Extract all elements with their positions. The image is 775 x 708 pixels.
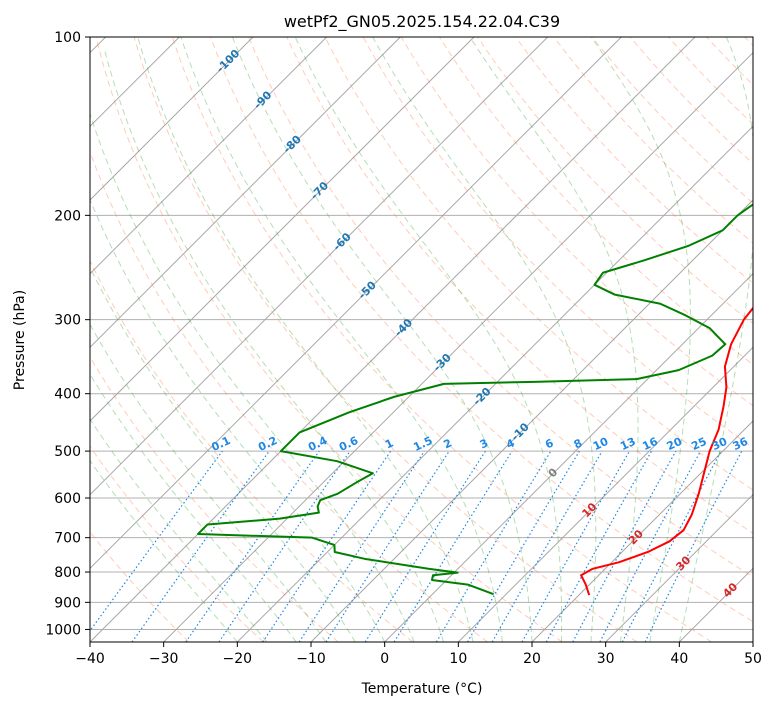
isotherm-line xyxy=(90,37,401,349)
mixing-ratio-label: 10 xyxy=(591,435,611,453)
x-axis-title: Temperature (°C) xyxy=(361,681,483,697)
mixing-ratio-line xyxy=(364,450,486,642)
y-tick-label: 600 xyxy=(54,491,81,507)
y-axis-title: Pressure (hPa) xyxy=(12,290,28,390)
isotherm-line xyxy=(90,37,696,642)
x-tick-label: 40 xyxy=(670,651,688,667)
isotherm-line xyxy=(384,272,753,642)
y-tick-label: 300 xyxy=(54,313,81,329)
dry-adiabat xyxy=(95,37,563,642)
isotherm-line xyxy=(90,37,328,275)
dewpoint-profile xyxy=(197,203,753,596)
dry-adiabat xyxy=(400,37,753,407)
y-tick-label: 500 xyxy=(54,444,81,460)
mixing-ratio-line xyxy=(466,450,580,642)
dry-adiabat xyxy=(477,37,753,325)
moist-adiabat xyxy=(372,37,597,642)
mixing-ratio-label: 25 xyxy=(689,435,708,453)
x-tick-label: −30 xyxy=(149,651,179,667)
x-tick-label: −20 xyxy=(223,651,253,667)
moist-adiabat xyxy=(180,37,504,642)
dry-adiabat xyxy=(629,37,753,165)
dry-adiabat xyxy=(210,37,753,623)
dry-adiabat xyxy=(90,445,264,642)
x-tick-label: 30 xyxy=(597,651,615,667)
mixing-ratio-label: 30 xyxy=(710,435,730,453)
dry-adiabat xyxy=(362,37,753,449)
x-tick-label: −40 xyxy=(75,651,105,667)
mixing-ratio-layer xyxy=(90,450,743,642)
y-tick-label: 700 xyxy=(54,531,81,547)
mixing-ratio-line xyxy=(393,450,513,642)
dry-adiabat xyxy=(515,37,753,284)
moist-adiabat xyxy=(90,373,297,642)
moist-adiabat xyxy=(590,37,691,642)
moist-adiabat xyxy=(294,37,563,642)
y-tick-label: 1000 xyxy=(45,622,81,638)
mixing-ratio-line xyxy=(572,450,677,642)
mixing-ratio-line xyxy=(491,450,603,642)
isotherm-line xyxy=(90,37,254,201)
moist-adiabat xyxy=(678,37,753,642)
x-tick-label: 50 xyxy=(744,651,762,667)
axis-layer: −40 −30 −20 −10 0 10 20 30 40 50 1000 900 800 700 600 5… xyxy=(45,30,762,667)
mixing-ratio-label: 36 xyxy=(731,435,751,453)
moist-adiabat xyxy=(469,37,639,642)
dry-adiabat xyxy=(324,37,753,491)
moist-adiabat xyxy=(90,198,386,642)
dry-adiabat xyxy=(591,37,753,204)
dry-adiabat xyxy=(171,37,712,642)
moist-adiabat xyxy=(103,49,445,642)
isotherm-line xyxy=(457,346,753,642)
mixing-ratio-line xyxy=(185,450,320,642)
moist-adiabat xyxy=(90,266,356,642)
moist-adiabat xyxy=(90,459,238,642)
y-tick-label: 900 xyxy=(54,595,81,611)
y-tick-label: 200 xyxy=(54,208,81,224)
grid-layer xyxy=(90,37,753,642)
plot-frame xyxy=(89,36,754,643)
moist-adiabat xyxy=(90,418,268,642)
mixing-ratio-line xyxy=(325,450,450,642)
mixing-ratio-line xyxy=(90,450,223,632)
isotherm-line xyxy=(90,37,622,570)
mixing-ratio-line xyxy=(131,450,270,642)
mixing-ratio-line xyxy=(521,450,631,642)
y-tick-label: 800 xyxy=(54,565,81,581)
x-tick-label: 10 xyxy=(449,651,467,667)
y-tick-label: 100 xyxy=(54,30,81,46)
isotherm-line xyxy=(531,420,753,642)
moist-adiabat xyxy=(231,37,533,642)
mixing-ratio-line xyxy=(435,450,552,642)
x-tick-label: 0 xyxy=(380,651,389,667)
moist-adiabat xyxy=(90,112,415,642)
moist-adiabat xyxy=(137,37,474,642)
series-layer xyxy=(197,203,753,596)
isotherm-line xyxy=(90,37,475,422)
adiabat-layer xyxy=(90,37,753,642)
chart-title: wetPf2_GN05.2025.154.22.04.C39 xyxy=(284,12,560,32)
isotherm-line xyxy=(605,493,753,642)
moist-adiabat xyxy=(90,323,327,642)
dry-adiabat xyxy=(90,259,414,642)
mixing-ratio-label: 20 xyxy=(665,435,685,453)
temperature-profile xyxy=(580,306,753,596)
x-tick-label: 20 xyxy=(523,651,541,667)
x-tick-label: −10 xyxy=(296,651,326,667)
y-tick-label: 400 xyxy=(54,387,81,403)
dry-adiabat xyxy=(248,37,753,578)
isotherm-line xyxy=(310,199,753,642)
isotherm-line xyxy=(90,37,549,496)
dry-adiabat xyxy=(133,37,638,642)
isotherm-line xyxy=(163,51,753,642)
mixing-ratio-line xyxy=(218,450,351,642)
mixing-ratio-label: 16 xyxy=(640,435,660,453)
mixing-ratio-label: 13 xyxy=(618,435,637,453)
isotherm-line xyxy=(236,125,753,642)
mixing-ratio-line xyxy=(545,450,653,642)
